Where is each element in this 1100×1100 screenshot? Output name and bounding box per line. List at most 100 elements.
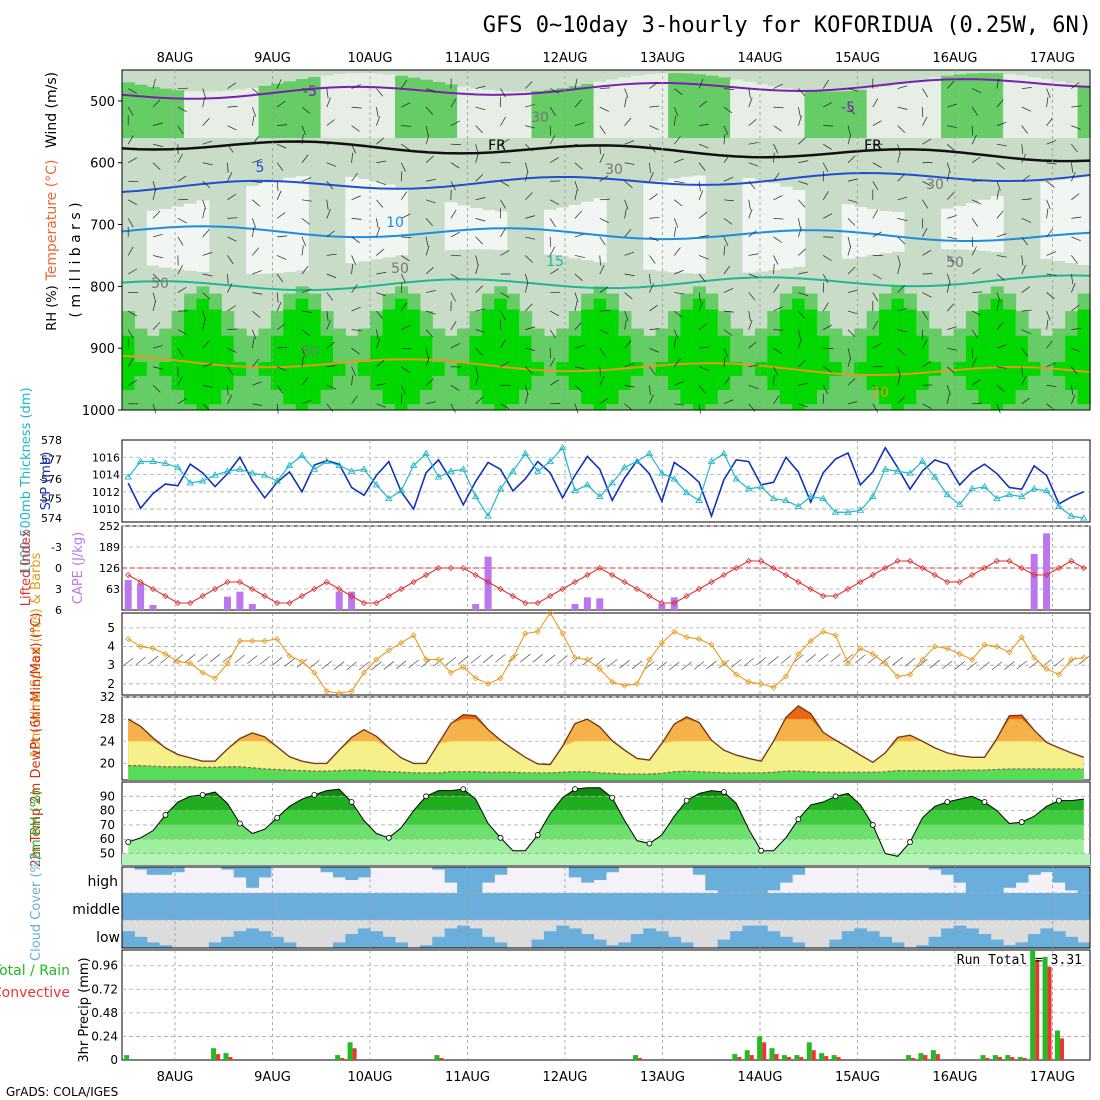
- wind-barb: [673, 358, 681, 367]
- cloud-low-bar: [965, 928, 979, 948]
- precip-total-bar: [769, 1048, 775, 1060]
- rh-cell: [308, 77, 322, 138]
- cloud-low-bar: [866, 931, 880, 948]
- wind-barb: [723, 218, 733, 225]
- wind-barb: [971, 236, 974, 247]
- wind-barb: [971, 106, 978, 116]
- wind-barb: [177, 376, 183, 386]
- wind-barb: [252, 199, 261, 207]
- lifted-index-point: [795, 578, 802, 586]
- wind-barb: [773, 218, 784, 220]
- precip-total-bar: [1042, 956, 1048, 1060]
- wind-barb: [301, 199, 312, 202]
- wind-barb: [1046, 140, 1056, 145]
- rh-cell: [357, 73, 371, 138]
- wind-barb: [971, 199, 982, 205]
- cloud-low-bar: [1052, 931, 1066, 948]
- wind-speed-point: [509, 654, 516, 661]
- cloud-low-bar: [606, 945, 619, 948]
- rh-cell: [903, 309, 917, 405]
- precip-tick: 0: [110, 1053, 118, 1067]
- rh-cell: [568, 204, 582, 259]
- lifted-index-point: [162, 592, 169, 600]
- cloud-high-bar: [941, 867, 954, 875]
- wind-barb: [525, 255, 533, 263]
- cloud-low-bar: [767, 931, 781, 948]
- thickness-point: [682, 488, 691, 496]
- wind-barb: [234, 654, 246, 664]
- wind-barb: [197, 653, 208, 663]
- wind-barb: [252, 180, 263, 184]
- precip-total-bar: [1005, 1055, 1011, 1060]
- cloud-low-bar: [1040, 928, 1054, 948]
- wind-barb: [202, 97, 206, 108]
- wind-barb: [351, 172, 358, 182]
- wind-barb: [681, 661, 692, 671]
- cloud-middle-bar: [233, 893, 247, 920]
- wind-speed-point: [385, 647, 392, 654]
- wind-speed-point: [733, 671, 740, 678]
- wind-barb: [401, 213, 411, 219]
- rh-cell: [543, 209, 557, 255]
- wind-barb: [376, 360, 385, 367]
- slp-line: [127, 446, 1085, 519]
- wind-barb: [475, 218, 486, 222]
- wind-barb: [400, 191, 408, 201]
- thickness-point: [906, 469, 914, 476]
- wind-barb: [475, 144, 479, 154]
- wind-barb: [524, 273, 529, 284]
- rh-cell: [754, 362, 768, 376]
- rh-cell: [705, 75, 719, 138]
- dewpoint-fill: [128, 765, 1084, 780]
- cloud-low-bar: [1003, 945, 1017, 948]
- cloud-low-bar: [543, 931, 557, 948]
- wind-barb: [847, 266, 856, 275]
- wind-barb: [309, 660, 320, 669]
- rh-point: [236, 820, 243, 827]
- wind-barb: [922, 339, 928, 349]
- rh-cell: [804, 90, 818, 138]
- wind-barb: [326, 320, 331, 330]
- wind-barb: [475, 236, 483, 245]
- lifted-index-point: [1018, 564, 1025, 572]
- lifted-index-point: [1006, 557, 1013, 565]
- wind-barb: [574, 403, 579, 414]
- isotherm-10: [121, 225, 1091, 243]
- lifted-index-point: [137, 578, 144, 586]
- cloud-low-bar: [680, 942, 694, 948]
- wind-speed-point: [894, 673, 901, 680]
- wind-barb: [674, 158, 684, 164]
- wind-barb: [574, 78, 578, 89]
- rh-cell: [1040, 182, 1054, 259]
- wind-barb: [152, 345, 163, 349]
- rh-cell: [134, 362, 148, 376]
- wind-barb: [656, 661, 668, 671]
- thickness-point: [980, 482, 989, 490]
- wind-barb: [1046, 251, 1056, 256]
- cloud-high-bar: [146, 867, 160, 875]
- cloud-middle-bar: [519, 893, 533, 920]
- cloud-low-bar: [270, 936, 284, 948]
- wind-barb: [301, 134, 304, 145]
- precip-total-bar: [906, 1055, 912, 1060]
- wind-barb: [400, 171, 403, 182]
- wind-barb: [624, 310, 629, 321]
- precip-total-bar: [335, 1055, 341, 1060]
- wind-barb: [847, 310, 858, 315]
- rh-point: [907, 839, 913, 846]
- cloud-low-bar: [233, 931, 247, 948]
- wind-barb: [773, 395, 780, 405]
- wind-barb: [425, 245, 430, 256]
- wind-barb: [847, 289, 858, 293]
- cloud-middle-bar: [879, 893, 892, 920]
- wind-barb: [897, 307, 908, 312]
- rh-cell: [295, 298, 309, 410]
- cloud-low-label: low: [96, 930, 120, 946]
- wind-barb: [798, 160, 809, 164]
- wind-barb: [847, 218, 856, 226]
- wind-barb: [847, 125, 851, 136]
- rh-band: [136, 824, 1084, 840]
- wind-barb: [209, 653, 221, 663]
- wind-barb: [450, 320, 457, 330]
- wind-speed-point: [1055, 671, 1063, 678]
